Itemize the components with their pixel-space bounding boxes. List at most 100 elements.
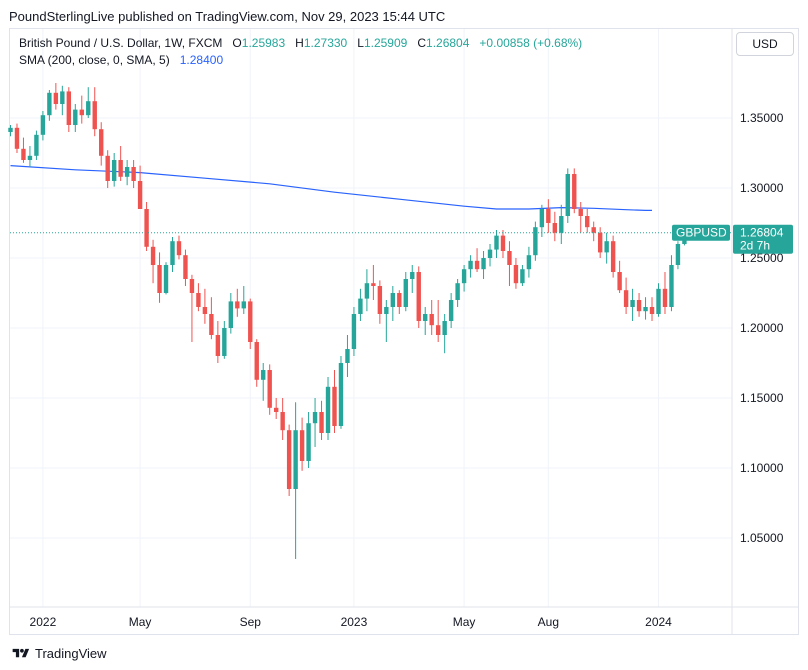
candle-up[interactable] <box>222 328 227 356</box>
candle-down[interactable] <box>273 407 279 412</box>
candle-down[interactable] <box>53 92 59 104</box>
candle-up[interactable] <box>481 258 486 270</box>
candle-down[interactable] <box>254 342 259 380</box>
candle-down[interactable] <box>209 314 214 335</box>
candle-up[interactable] <box>539 209 545 228</box>
candle-up[interactable] <box>487 249 493 258</box>
candle-down[interactable] <box>552 223 558 233</box>
candle-down[interactable] <box>14 127 20 149</box>
candle-down[interactable] <box>66 91 72 125</box>
candle-down[interactable] <box>131 167 136 181</box>
candle-down[interactable] <box>572 174 577 209</box>
candle-up[interactable] <box>40 115 46 135</box>
candle-up[interactable] <box>111 160 117 181</box>
candle-up[interactable] <box>520 269 525 284</box>
candle-up[interactable] <box>34 134 39 156</box>
candle-down[interactable] <box>92 101 97 130</box>
candle-down[interactable] <box>215 335 221 356</box>
candle-up[interactable] <box>241 301 246 309</box>
candle-down[interactable] <box>286 430 292 489</box>
candle-up[interactable] <box>73 109 78 125</box>
candle-up[interactable] <box>47 92 52 116</box>
candle-down[interactable] <box>591 227 596 233</box>
candle-up[interactable] <box>455 283 460 300</box>
sma-label[interactable]: SMA (200, close, 0, SMA, 5) <box>19 53 170 67</box>
candle-up[interactable] <box>448 300 454 321</box>
candle-down[interactable] <box>196 293 201 307</box>
candle-up[interactable] <box>338 363 344 426</box>
candle-down[interactable] <box>623 290 629 307</box>
candle-up[interactable] <box>364 283 370 299</box>
candle-up[interactable] <box>86 101 91 116</box>
candle-down[interactable] <box>429 314 434 326</box>
price-chart[interactable]: 1.05000 1.10000 1.15000 1.20000 1.25000 1.300… <box>0 0 808 640</box>
candle-up[interactable] <box>293 430 298 489</box>
candle-up[interactable] <box>306 423 311 461</box>
candle-down[interactable] <box>617 272 622 291</box>
candle-down[interactable] <box>202 307 208 314</box>
candle-down[interactable] <box>397 293 402 307</box>
candle-up[interactable] <box>403 279 408 307</box>
candle-down[interactable] <box>332 386 337 426</box>
candle-down[interactable] <box>144 209 149 247</box>
candle-down[interactable] <box>597 232 603 253</box>
candle-down[interactable] <box>435 325 441 335</box>
candle-down[interactable] <box>183 255 188 279</box>
candle-down[interactable] <box>79 109 84 116</box>
candle-up[interactable] <box>461 269 467 284</box>
candle-down[interactable] <box>280 412 285 431</box>
candle-down[interactable] <box>248 301 253 342</box>
candle-up[interactable] <box>351 314 357 349</box>
candle-up[interactable] <box>423 314 428 321</box>
candle-up[interactable] <box>533 227 538 256</box>
candle-up[interactable] <box>325 386 331 433</box>
candle-up[interactable] <box>442 321 447 335</box>
candle-down[interactable] <box>157 265 162 293</box>
candle-down[interactable] <box>176 241 182 256</box>
candle-down[interactable] <box>267 370 272 408</box>
candle-down[interactable] <box>662 288 668 307</box>
candle-up[interactable] <box>124 167 130 177</box>
candle-up[interactable] <box>494 235 499 250</box>
candle-down[interactable] <box>118 160 123 177</box>
candle-up[interactable] <box>261 370 266 380</box>
candle-up[interactable] <box>390 293 396 307</box>
candle-down[interactable] <box>636 300 642 312</box>
candle-down[interactable] <box>377 286 383 314</box>
candle-down[interactable] <box>299 430 305 461</box>
candle-up[interactable] <box>345 349 350 363</box>
candle-up[interactable] <box>656 288 661 314</box>
candle-up[interactable] <box>228 301 234 328</box>
candle-down[interactable] <box>137 181 143 209</box>
candle-down[interactable] <box>474 260 480 270</box>
candle-up[interactable] <box>565 174 570 216</box>
candle-down[interactable] <box>578 209 583 216</box>
candle-down[interactable] <box>371 283 376 286</box>
symbol-title[interactable]: British Pound / U.S. Dollar, 1W, FXCM <box>19 36 223 50</box>
candle-down[interactable] <box>99 129 104 156</box>
candle-down[interactable] <box>235 301 240 309</box>
candle-up[interactable] <box>60 91 65 104</box>
candle-down[interactable] <box>416 272 421 321</box>
candle-up[interactable] <box>526 255 532 270</box>
candle-up[interactable] <box>675 244 681 265</box>
candle-up[interactable] <box>312 412 318 424</box>
candle-down[interactable] <box>105 155 110 181</box>
candle-down[interactable] <box>319 412 324 433</box>
candle-down[interactable] <box>507 251 512 265</box>
candle-up[interactable] <box>669 265 674 307</box>
candle-up[interactable] <box>384 307 389 314</box>
candle-down[interactable] <box>21 148 26 160</box>
candle-up[interactable] <box>410 272 415 279</box>
candle-down[interactable] <box>500 235 506 251</box>
candle-down[interactable] <box>150 246 156 265</box>
candle-up[interactable] <box>604 241 609 253</box>
candle-up[interactable] <box>643 307 648 312</box>
candle-up[interactable] <box>163 265 169 293</box>
candle-up[interactable] <box>630 300 635 307</box>
candle-down[interactable] <box>513 265 519 284</box>
candle-down[interactable] <box>610 241 616 272</box>
candle-up[interactable] <box>8 127 13 132</box>
candle-up[interactable] <box>468 260 473 270</box>
candle-down[interactable] <box>189 279 195 293</box>
